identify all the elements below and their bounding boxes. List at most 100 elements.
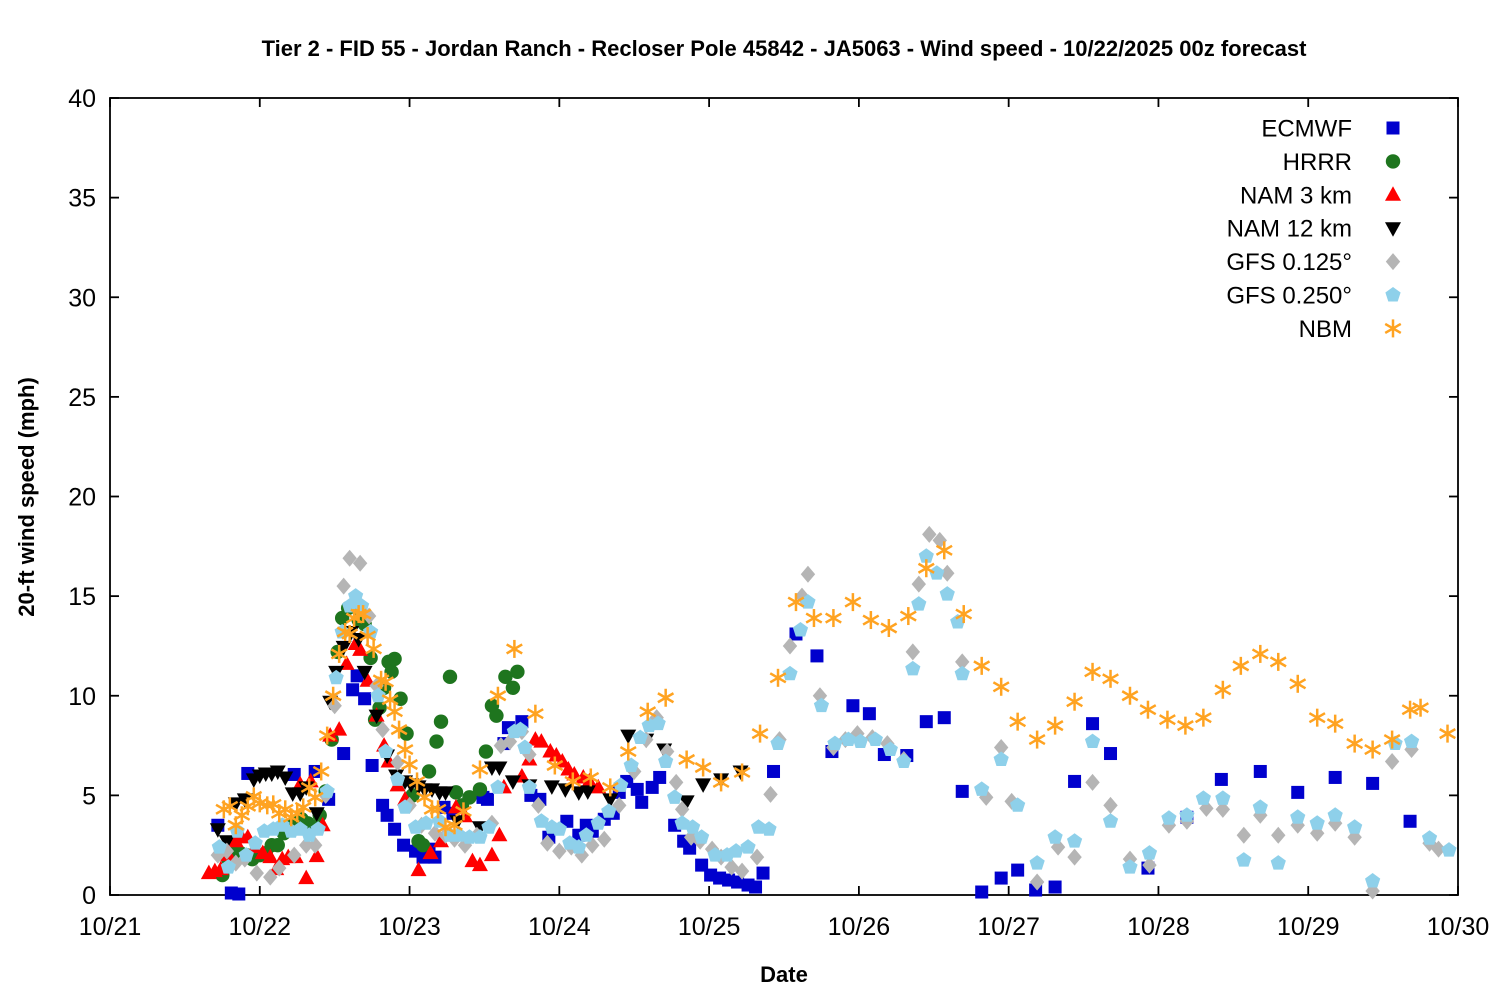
legend-item-nam-12-km: NAM 12 km (1227, 216, 1401, 243)
data-point (368, 709, 385, 725)
data-point (1047, 829, 1063, 844)
x-tick-label: 10/29 (1277, 913, 1340, 941)
data-point (1195, 790, 1211, 805)
data-point (1159, 710, 1176, 729)
legend-label: GFS 0.125° (1226, 249, 1352, 276)
asterisk-ray (446, 819, 463, 831)
data-point (306, 788, 324, 807)
data-point (653, 770, 667, 784)
data-point (236, 793, 253, 808)
x-tick-label: 10/26 (828, 913, 891, 941)
data-point (935, 541, 953, 560)
data-point (380, 808, 394, 822)
asterisk-ray (300, 781, 318, 793)
data-point (724, 858, 739, 876)
asterisk-ray (505, 643, 523, 655)
data-point (1009, 712, 1027, 731)
data-point (422, 844, 439, 860)
data-point (749, 880, 763, 894)
data-point (805, 609, 823, 628)
asterisk-ray (264, 798, 282, 810)
data-point (442, 669, 458, 685)
x-tick-label: 10/30 (1427, 913, 1490, 941)
data-point (356, 665, 373, 681)
asterisk-ray (751, 728, 769, 740)
data-point (298, 869, 315, 885)
asterisk-ray (1289, 678, 1307, 690)
asterisk-ray (1383, 734, 1401, 746)
legend-item-gfs-0-125: GFS 0.125° (1226, 249, 1401, 276)
data-point (1066, 692, 1083, 711)
data-point (277, 771, 294, 786)
data-point (975, 885, 989, 899)
data-point (433, 832, 450, 848)
data-point (471, 856, 488, 872)
data-point (782, 665, 798, 681)
data-point (308, 847, 325, 863)
asterisk-ray (1176, 720, 1194, 732)
data-point (1102, 669, 1119, 688)
data-point (1441, 842, 1457, 857)
data-point (1214, 680, 1232, 699)
data-point (390, 720, 408, 739)
data-point (770, 735, 786, 751)
asterisk-ray (408, 775, 426, 788)
asterisk-ray (429, 803, 447, 815)
data-point (1122, 859, 1138, 874)
data-point (455, 802, 472, 821)
legend-item-nbm: NBM (1299, 316, 1402, 343)
x-tick-label: 10/28 (1127, 913, 1190, 941)
data-point (388, 822, 402, 836)
data-point (1365, 873, 1381, 888)
legend-label: NBM (1299, 316, 1352, 343)
data-point (1214, 772, 1228, 786)
data-point (472, 782, 488, 797)
data-point (272, 859, 287, 877)
legend: ECMWF HRRR NAM 3 km NAM 12 km GFS 0.125° GFS … (1226, 116, 1402, 343)
data-point (415, 837, 431, 853)
asterisk-ray (471, 763, 489, 776)
y-tick-label: 35 (68, 185, 96, 213)
data-point (632, 729, 648, 745)
data-point (1236, 852, 1252, 867)
data-point (619, 742, 637, 761)
data-point (1328, 770, 1342, 784)
asterisk-ray (251, 797, 269, 809)
data-point (939, 586, 955, 601)
data-point (318, 726, 336, 745)
triangle-up-marker-icon (1385, 186, 1401, 201)
data-point (1029, 873, 1045, 891)
data-point (491, 761, 508, 776)
asterisk-ray (1214, 684, 1232, 696)
legend-label: GFS 0.250° (1226, 283, 1352, 310)
data-point (1327, 807, 1343, 822)
legend-item-ecmwf: ECMWF (1261, 116, 1400, 143)
data-point (1412, 698, 1429, 717)
asterisk-ray (1066, 696, 1083, 708)
pentagon-marker-icon (1385, 287, 1401, 302)
data-point (932, 531, 947, 549)
asterisk-ray (221, 800, 239, 812)
data-point (844, 593, 862, 612)
data-point (994, 871, 1008, 885)
data-point (578, 827, 594, 842)
data-point (262, 848, 279, 864)
data-point (674, 800, 690, 818)
data-point (512, 721, 528, 737)
data-point (685, 819, 701, 834)
y-tick-label: 15 (68, 583, 96, 611)
data-point (408, 772, 426, 791)
data-point (1103, 796, 1118, 814)
data-point (1252, 799, 1268, 814)
data-point (498, 669, 513, 685)
data-point (751, 724, 769, 743)
data-point (510, 664, 525, 680)
data-point (416, 788, 433, 807)
data-point (1121, 686, 1139, 705)
data-point (238, 847, 254, 862)
data-point (1067, 848, 1082, 866)
data-point (232, 887, 246, 901)
data-point (421, 764, 437, 779)
data-point (505, 639, 523, 658)
data-point (955, 784, 969, 798)
